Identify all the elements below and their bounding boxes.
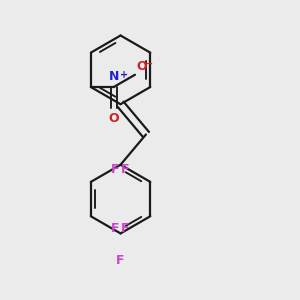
Text: −: − <box>144 59 154 69</box>
Text: F: F <box>116 254 125 267</box>
Text: F: F <box>122 222 130 235</box>
Text: O: O <box>136 60 147 73</box>
Text: +: + <box>120 70 128 80</box>
Text: F: F <box>111 163 120 176</box>
Text: F: F <box>111 222 120 235</box>
Text: O: O <box>108 112 119 124</box>
Text: F: F <box>122 163 130 176</box>
Text: N: N <box>109 70 119 83</box>
